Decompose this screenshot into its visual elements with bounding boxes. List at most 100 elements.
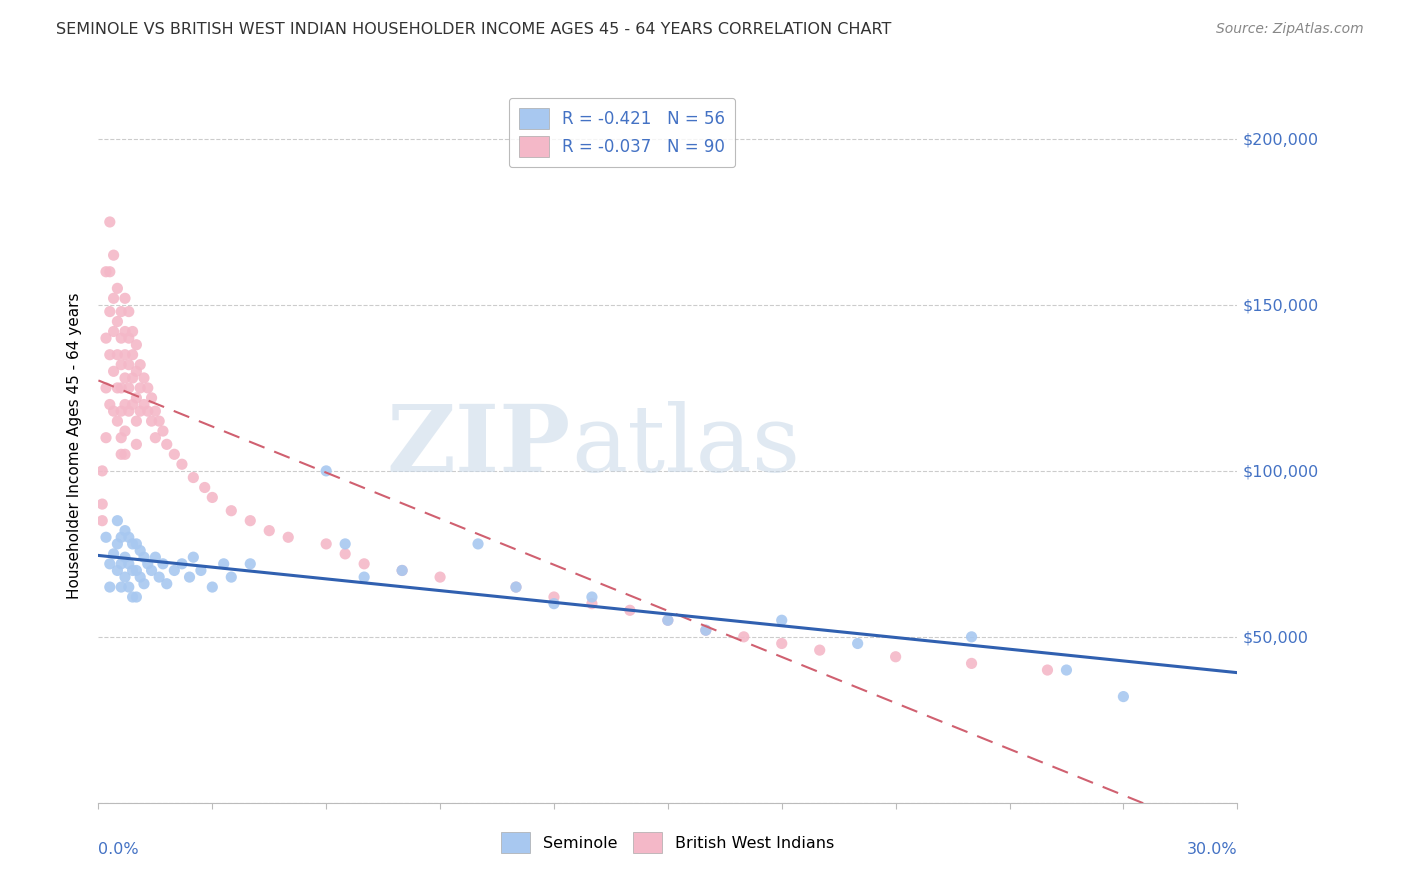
Point bbox=[110, 557, 132, 571]
Point bbox=[1036, 663, 1059, 677]
Point bbox=[156, 576, 179, 591]
Point bbox=[353, 570, 375, 584]
Point bbox=[505, 580, 527, 594]
Point bbox=[183, 470, 205, 484]
Point bbox=[148, 414, 170, 428]
Point bbox=[315, 464, 337, 478]
Point bbox=[125, 437, 148, 451]
Point bbox=[129, 358, 152, 372]
Point bbox=[91, 464, 114, 478]
Point bbox=[103, 364, 125, 378]
Point bbox=[335, 537, 357, 551]
Point bbox=[103, 404, 125, 418]
Point bbox=[141, 391, 163, 405]
Point bbox=[315, 537, 337, 551]
Point bbox=[179, 570, 201, 584]
Point bbox=[148, 570, 170, 584]
Point bbox=[581, 590, 603, 604]
Point bbox=[98, 397, 121, 411]
Point bbox=[846, 636, 869, 650]
Point bbox=[107, 564, 129, 578]
Point bbox=[170, 457, 193, 471]
Point bbox=[505, 580, 527, 594]
Point bbox=[107, 314, 129, 328]
Point bbox=[136, 381, 159, 395]
Point bbox=[110, 331, 132, 345]
Point bbox=[657, 613, 679, 627]
Point bbox=[201, 491, 224, 505]
Point bbox=[114, 397, 136, 411]
Point bbox=[960, 657, 983, 671]
Point bbox=[391, 564, 413, 578]
Point bbox=[110, 381, 132, 395]
Point bbox=[733, 630, 755, 644]
Point bbox=[132, 576, 155, 591]
Point bbox=[110, 447, 132, 461]
Text: SEMINOLE VS BRITISH WEST INDIAN HOUSEHOLDER INCOME AGES 45 - 64 YEARS CORRELATIO: SEMINOLE VS BRITISH WEST INDIAN HOUSEHOL… bbox=[56, 22, 891, 37]
Point bbox=[467, 537, 489, 551]
Point bbox=[136, 557, 159, 571]
Point bbox=[114, 371, 136, 385]
Point bbox=[110, 580, 132, 594]
Point bbox=[125, 338, 148, 352]
Point bbox=[132, 550, 155, 565]
Point bbox=[141, 564, 163, 578]
Point bbox=[114, 550, 136, 565]
Point bbox=[391, 564, 413, 578]
Point bbox=[118, 580, 141, 594]
Point bbox=[107, 281, 129, 295]
Point bbox=[201, 580, 224, 594]
Point bbox=[94, 381, 117, 395]
Point bbox=[110, 431, 132, 445]
Point bbox=[129, 404, 152, 418]
Point bbox=[110, 304, 132, 318]
Point bbox=[141, 414, 163, 428]
Point bbox=[114, 447, 136, 461]
Point bbox=[107, 381, 129, 395]
Point bbox=[98, 580, 121, 594]
Point bbox=[239, 514, 262, 528]
Point bbox=[103, 248, 125, 262]
Point bbox=[212, 557, 235, 571]
Point bbox=[695, 624, 717, 638]
Point bbox=[103, 291, 125, 305]
Point bbox=[125, 391, 148, 405]
Point bbox=[221, 504, 243, 518]
Point bbox=[103, 547, 125, 561]
Point bbox=[94, 530, 117, 544]
Y-axis label: Householder Income Ages 45 - 64 years: Householder Income Ages 45 - 64 years bbox=[67, 293, 83, 599]
Point bbox=[98, 348, 121, 362]
Point bbox=[94, 331, 117, 345]
Point bbox=[145, 431, 167, 445]
Point bbox=[118, 331, 141, 345]
Point bbox=[121, 590, 143, 604]
Point bbox=[118, 304, 141, 318]
Point bbox=[152, 424, 174, 438]
Point bbox=[145, 550, 167, 565]
Point bbox=[581, 597, 603, 611]
Point bbox=[353, 557, 375, 571]
Point bbox=[132, 397, 155, 411]
Point bbox=[114, 570, 136, 584]
Point bbox=[98, 304, 121, 318]
Point bbox=[429, 570, 451, 584]
Point bbox=[657, 613, 679, 627]
Point bbox=[884, 649, 907, 664]
Text: Source: ZipAtlas.com: Source: ZipAtlas.com bbox=[1216, 22, 1364, 37]
Point bbox=[118, 530, 141, 544]
Text: 30.0%: 30.0% bbox=[1187, 842, 1237, 857]
Point bbox=[335, 547, 357, 561]
Point bbox=[103, 325, 125, 339]
Point bbox=[121, 371, 143, 385]
Point bbox=[1112, 690, 1135, 704]
Point bbox=[118, 358, 141, 372]
Point bbox=[695, 624, 717, 638]
Point bbox=[94, 431, 117, 445]
Point bbox=[129, 570, 152, 584]
Point bbox=[770, 636, 793, 650]
Point bbox=[94, 265, 117, 279]
Text: 0.0%: 0.0% bbox=[98, 842, 139, 857]
Point bbox=[960, 630, 983, 644]
Point bbox=[163, 564, 186, 578]
Point bbox=[98, 557, 121, 571]
